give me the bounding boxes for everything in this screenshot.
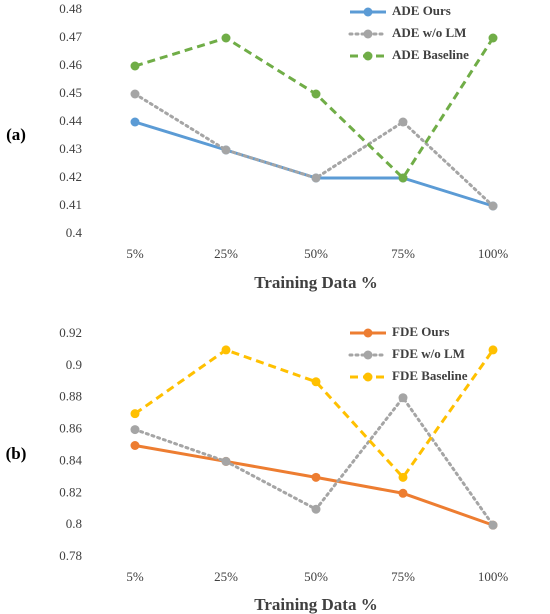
x-tick-label: 75%: [391, 246, 415, 261]
legend-swatch-marker: [363, 51, 373, 61]
legend-swatch-marker: [363, 7, 373, 17]
legend-swatch-marker: [363, 372, 373, 382]
y-tick-label: 0.82: [59, 484, 82, 499]
data-point: [221, 145, 231, 155]
y-tick-label: 0.4: [66, 225, 83, 240]
y-tick-label: 0.46: [59, 57, 82, 72]
data-point: [130, 89, 140, 99]
x-tick-label: 25%: [214, 246, 238, 261]
data-point: [398, 488, 408, 498]
x-tick-label: 25%: [214, 569, 238, 584]
data-point: [311, 472, 321, 482]
data-point: [221, 33, 231, 43]
legend-swatch-marker: [363, 29, 373, 39]
legend-swatch-marker: [363, 328, 373, 338]
data-point: [130, 425, 140, 435]
y-tick-label: 0.88: [59, 389, 82, 404]
data-point: [221, 456, 231, 466]
x-tick-label: 5%: [126, 246, 144, 261]
y-tick-label: 0.41: [59, 197, 82, 212]
x-tick-label: 50%: [304, 569, 328, 584]
data-point: [130, 409, 140, 419]
data-point: [398, 173, 408, 183]
data-point: [130, 61, 140, 71]
x-tick-label: 75%: [391, 569, 415, 584]
data-point: [130, 117, 140, 127]
data-point: [398, 393, 408, 403]
y-tick-label: 0.92: [59, 325, 82, 340]
x-axis-label: Training Data %: [254, 273, 377, 292]
data-point: [398, 472, 408, 482]
y-tick-label: 0.86: [59, 421, 82, 436]
x-tick-label: 100%: [478, 569, 509, 584]
data-point: [130, 441, 140, 450]
x-tick-label: 5%: [126, 569, 144, 584]
panel-label: (b): [6, 444, 27, 463]
x-axis-label: Training Data %: [254, 595, 377, 614]
y-tick-label: 0.48: [59, 1, 82, 16]
data-point: [311, 89, 321, 99]
x-tick-label: 100%: [478, 246, 509, 261]
data-point: [311, 173, 321, 183]
legend-label: FDE Ours: [392, 324, 449, 339]
legend-label: FDE Baseline: [392, 368, 468, 383]
y-tick-label: 0.45: [59, 85, 82, 100]
data-point: [488, 520, 498, 530]
legend-label: ADE w/o LM: [392, 25, 466, 40]
legend-label: ADE Baseline: [392, 47, 469, 62]
y-tick-label: 0.8: [66, 516, 82, 531]
y-tick-label: 0.43: [59, 141, 82, 156]
y-tick-label: 0.47: [59, 29, 82, 44]
y-tick-label: 0.84: [59, 452, 82, 467]
y-tick-label: 0.78: [59, 548, 82, 563]
panel-label: (a): [6, 125, 26, 144]
x-tick-label: 50%: [304, 246, 328, 261]
legend-label: FDE w/o LM: [392, 346, 465, 361]
series-line: [134, 120, 494, 208]
data-point: [488, 33, 498, 43]
y-tick-label: 0.44: [59, 113, 82, 128]
legend-swatch-marker: [363, 350, 373, 360]
y-tick-label: 0.9: [66, 357, 82, 372]
legend-label: ADE Ours: [392, 3, 451, 18]
data-point: [488, 201, 498, 211]
data-point: [221, 345, 231, 355]
data-point: [311, 377, 321, 387]
data-point: [398, 117, 408, 127]
y-tick-label: 0.42: [59, 169, 82, 184]
data-point: [488, 345, 498, 355]
data-point: [311, 504, 321, 514]
